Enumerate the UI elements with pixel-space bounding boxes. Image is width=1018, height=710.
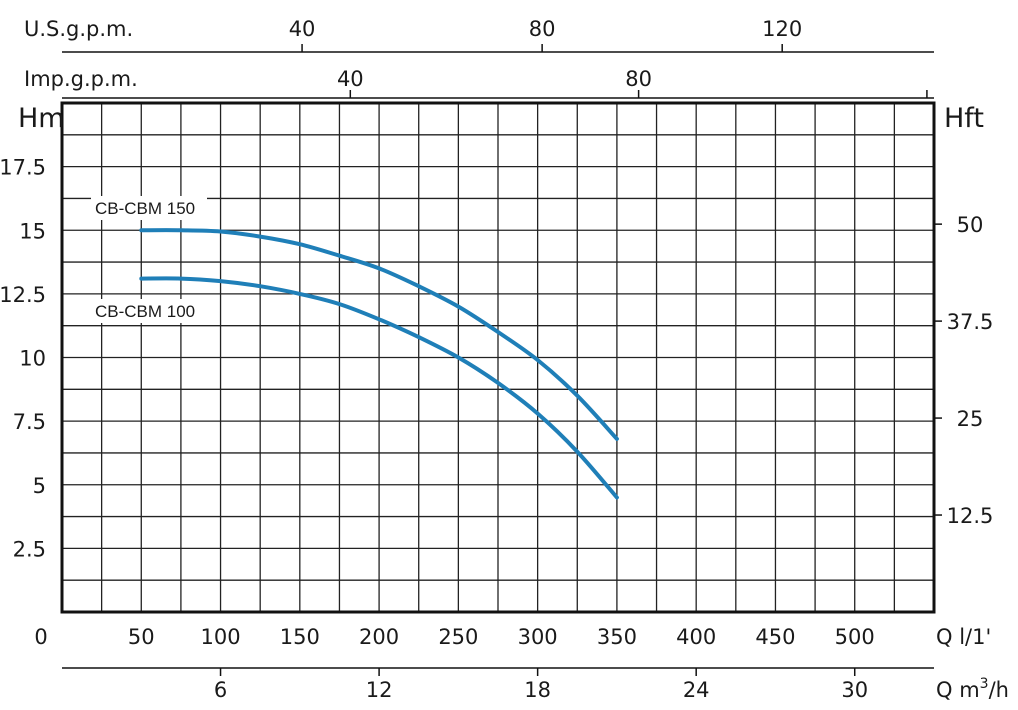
series-point-0-6 <box>378 267 380 270</box>
m3h-axis-unit: Q m3/h <box>936 676 1009 702</box>
performance-curves <box>139 228 619 500</box>
us-gpm-tick-label: 40 <box>289 17 316 41</box>
series-label-1: CB-CBM 100 <box>95 302 195 321</box>
grid <box>61 102 935 613</box>
series-point-1-12 <box>616 496 618 499</box>
imp-gpm-axis-unit: Imp.g.p.m. <box>24 67 138 91</box>
x-tick-label: 150 <box>280 625 320 649</box>
series-point-1-0 <box>140 277 143 280</box>
axes: 2.5 5 7.5 10 12.5 15 17.5 Hm 0 50 100 150 200 250 300 3… <box>0 17 1009 702</box>
series-point-0-2 <box>219 230 222 233</box>
y-tick-label: 12.5 <box>0 283 46 307</box>
series-point-0-12 <box>616 438 618 440</box>
m3h-tick-label: 30 <box>841 678 868 702</box>
imp-gpm-tick-label: 80 <box>625 67 652 91</box>
y-tick-label: 15 <box>19 219 46 243</box>
series-point-1-8 <box>457 356 460 359</box>
series-point-1-1 <box>180 277 182 280</box>
x-tick-label: 250 <box>438 625 478 649</box>
us-gpm-axis-unit: U.S.g.p.m. <box>24 17 133 41</box>
series-point-0-3 <box>259 235 261 238</box>
series-point-1-11 <box>576 450 579 453</box>
y-axis-unit: Hm <box>18 103 65 134</box>
x-tick-label: 200 <box>359 625 399 649</box>
x-tick-label: 0 <box>34 625 47 649</box>
y-tick-label: 7.5 <box>13 410 46 434</box>
series-point-1-10 <box>536 412 539 415</box>
series-point-1-4 <box>299 293 301 295</box>
series-label-background <box>91 299 207 323</box>
m3h-tick-label: 24 <box>683 678 710 702</box>
hft-tick-label: 25 <box>957 407 984 431</box>
m3h-tick-label: 18 <box>524 678 551 702</box>
imp-gpm-tick-label: 40 <box>337 67 364 91</box>
series-point-1-7 <box>417 336 420 338</box>
x-tick-label: 400 <box>676 625 716 649</box>
y-tick-label: 5 <box>33 474 46 498</box>
m3h-tick-label: 12 <box>366 678 393 702</box>
series-point-1-3 <box>259 285 261 288</box>
x-tick-label: 300 <box>518 625 558 649</box>
series-point-0-1 <box>180 229 182 232</box>
series-point-0-11 <box>576 394 579 397</box>
x-tick-label: 100 <box>200 625 240 649</box>
series-labels: CB-CBM 150 CB-CBM 100 <box>91 196 207 323</box>
y-tick-label: 2.5 <box>13 537 46 561</box>
us-gpm-tick-label: 80 <box>529 17 556 41</box>
hft-tick-label: 37.5 <box>947 310 994 334</box>
plot-frame <box>60 101 936 614</box>
y-tick-label: 10 <box>19 347 46 371</box>
m3h-tick-label: 6 <box>214 678 227 702</box>
series-point-0-8 <box>457 305 460 308</box>
series-point-0-10 <box>536 359 539 361</box>
series-point-1-2 <box>219 280 222 282</box>
hft-tick-label: 50 <box>957 213 984 237</box>
series-point-0-4 <box>299 243 301 246</box>
x-tick-label: 350 <box>597 625 637 649</box>
hft-axis-unit: Hft <box>944 103 984 134</box>
series-label-0: CB-CBM 150 <box>95 199 195 218</box>
series-point-0-0 <box>140 229 143 232</box>
x-tick-label: 450 <box>755 625 795 649</box>
series-point-1-9 <box>497 382 499 384</box>
us-gpm-tick-label: 120 <box>762 17 802 41</box>
series-point-0-7 <box>417 285 420 288</box>
hft-tick-label: 12.5 <box>947 504 994 528</box>
series-point-0-9 <box>497 331 499 333</box>
series-label-background <box>91 196 207 220</box>
series-point-1-5 <box>338 303 341 305</box>
y-tick-label: 17.5 <box>0 156 46 180</box>
x-tick-label: 50 <box>128 625 155 649</box>
x-tick-label: 500 <box>835 625 875 649</box>
series-point-0-5 <box>338 254 341 257</box>
x-axis-unit: Q l/1' <box>936 625 991 649</box>
series-point-1-6 <box>378 318 380 321</box>
